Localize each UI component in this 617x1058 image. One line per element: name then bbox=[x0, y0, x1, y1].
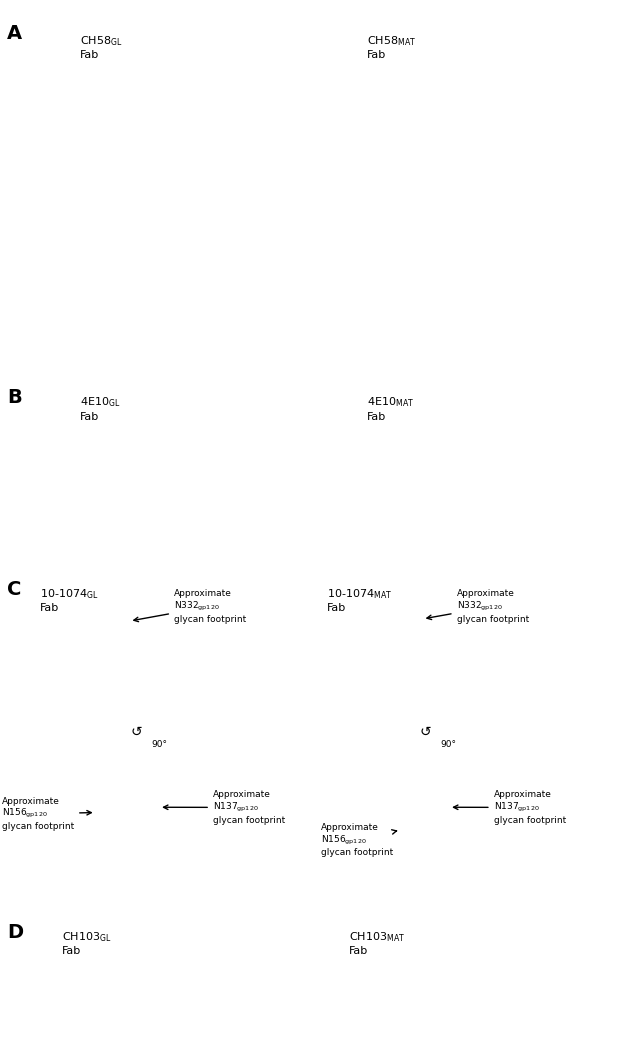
Text: D: D bbox=[7, 923, 23, 942]
Text: Approximate
N137$_{\mathrm{gp120}}$
glycan footprint: Approximate N137$_{\mathrm{gp120}}$ glyc… bbox=[453, 790, 566, 824]
Text: CH103$_{\mathrm{MAT}}$
Fab: CH103$_{\mathrm{MAT}}$ Fab bbox=[349, 930, 405, 956]
Text: 90°: 90° bbox=[152, 740, 168, 749]
Text: CH58$_{\mathrm{MAT}}$
Fab: CH58$_{\mathrm{MAT}}$ Fab bbox=[367, 34, 416, 60]
Text: B: B bbox=[7, 388, 22, 407]
Text: 4E10$_{\mathrm{MAT}}$
Fab: 4E10$_{\mathrm{MAT}}$ Fab bbox=[367, 396, 414, 422]
Text: 4E10$_{\mathrm{GL}}$
Fab: 4E10$_{\mathrm{GL}}$ Fab bbox=[80, 396, 121, 422]
Text: C: C bbox=[7, 580, 22, 599]
Text: CH103$_{\mathrm{GL}}$
Fab: CH103$_{\mathrm{GL}}$ Fab bbox=[62, 930, 112, 956]
Text: $\circlearrowleft$: $\circlearrowleft$ bbox=[417, 725, 432, 740]
Text: $\circlearrowleft$: $\circlearrowleft$ bbox=[128, 725, 143, 740]
Text: Approximate
N332$_{\mathrm{gp120}}$
glycan footprint: Approximate N332$_{\mathrm{gp120}}$ glyc… bbox=[427, 589, 529, 623]
Text: Approximate
N332$_{\mathrm{gp120}}$
glycan footprint: Approximate N332$_{\mathrm{gp120}}$ glyc… bbox=[134, 589, 246, 623]
Text: Approximate
N137$_{\mathrm{gp120}}$
glycan footprint: Approximate N137$_{\mathrm{gp120}}$ glyc… bbox=[164, 790, 285, 824]
Text: 10-1074$_{\mathrm{MAT}}$
Fab: 10-1074$_{\mathrm{MAT}}$ Fab bbox=[327, 587, 392, 614]
Text: Approximate
N156$_{\mathrm{gp120}}$
glycan footprint: Approximate N156$_{\mathrm{gp120}}$ glyc… bbox=[321, 823, 397, 857]
Text: CH58$_{\mathrm{GL}}$
Fab: CH58$_{\mathrm{GL}}$ Fab bbox=[80, 34, 123, 60]
Text: 10-1074$_{\mathrm{GL}}$
Fab: 10-1074$_{\mathrm{GL}}$ Fab bbox=[40, 587, 99, 614]
Text: Approximate
N156$_{\mathrm{gp120}}$
glycan footprint: Approximate N156$_{\mathrm{gp120}}$ glyc… bbox=[2, 797, 91, 831]
Text: 90°: 90° bbox=[441, 740, 457, 749]
Text: A: A bbox=[7, 24, 23, 43]
